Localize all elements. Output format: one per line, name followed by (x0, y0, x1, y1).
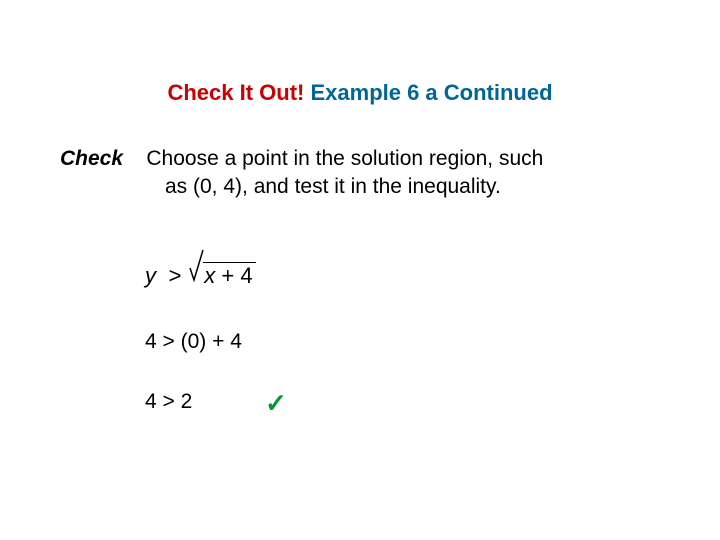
slide-title: Check It Out! Example 6 a Continued (0, 80, 720, 106)
radical-expr: x + 4 (189, 262, 255, 289)
inequality-original: y > x + 4 (145, 262, 256, 289)
ineq-lhs: y (145, 263, 156, 288)
ineq-op: > (168, 263, 181, 288)
substitution-step: 4 > (0) + 4 (145, 330, 242, 354)
instruction-block: Check Choose a point in the solution reg… (60, 145, 660, 202)
title-red-part: Check It Out! (167, 80, 304, 105)
checkmark-icon: ✓ (265, 388, 287, 419)
result-step: 4 > 2 (145, 390, 192, 414)
title-blue-part: Example 6 a Continued (310, 80, 552, 105)
instruction-line2: as (0, 4), and test it in the inequality… (60, 173, 660, 201)
radicand: x + 4 (203, 262, 255, 288)
check-label: Check (60, 147, 123, 170)
instruction-line1: Choose a point in the solution region, s… (146, 147, 543, 170)
